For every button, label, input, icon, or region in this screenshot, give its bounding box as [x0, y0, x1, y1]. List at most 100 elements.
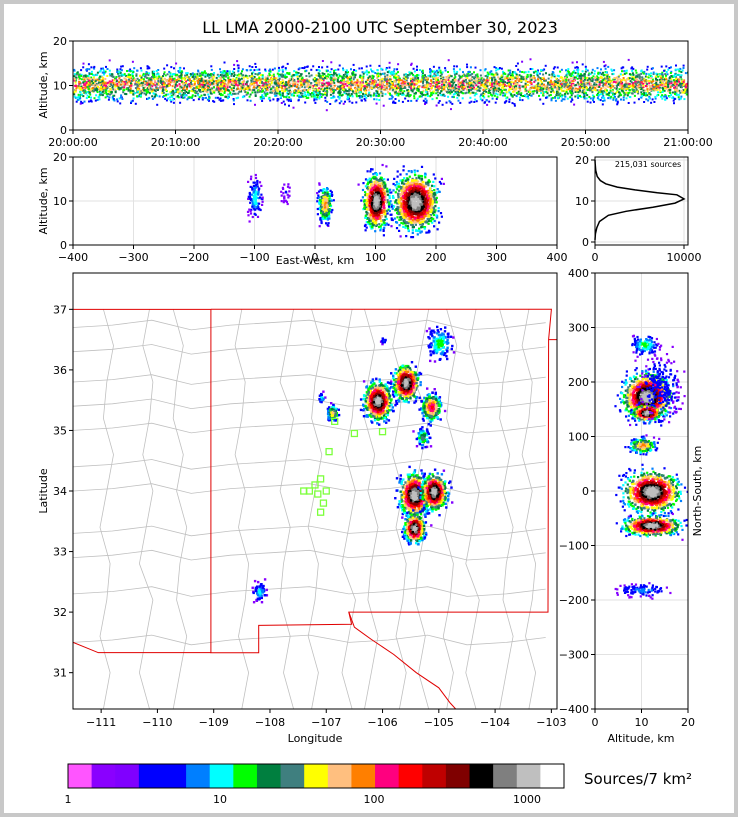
time-altitude-mark [223, 80, 226, 83]
time-altitude-mark [456, 96, 459, 99]
time-altitude-mark [383, 78, 386, 81]
time-altitude-mark [440, 90, 443, 93]
time-altitude-mark [633, 101, 636, 104]
time-altitude-mark [173, 73, 176, 75]
time-altitude-mark [664, 94, 667, 97]
time-altitude-mark [176, 80, 179, 83]
time-altitude-mark [73, 95, 76, 98]
time-altitude-mark [506, 77, 508, 80]
time-altitude-mark [441, 87, 443, 90]
time-altitude-mark [684, 89, 687, 92]
time-altitude-mark [500, 86, 503, 89]
time-altitude-mark [569, 96, 572, 99]
time-altitude-mark [304, 95, 307, 98]
time-altitude-mark [603, 91, 606, 94]
time-altitude-mark [609, 86, 612, 89]
time-altitude-mark [660, 77, 663, 80]
time-altitude-mark [222, 70, 225, 73]
time-altitude-mark [326, 75, 329, 78]
time-altitude-mark [441, 79, 444, 82]
time-altitude-mark [583, 78, 586, 81]
time-altitude-mark [637, 92, 640, 95]
time-altitude-mark [100, 84, 103, 87]
time-altitude-mark [584, 70, 587, 73]
time-altitude-mark [297, 72, 300, 74]
time-altitude-mark [624, 93, 627, 96]
time-altitude-mark [131, 75, 134, 78]
time-altitude-mark [246, 99, 249, 102]
time-altitude-mark [388, 80, 391, 83]
time-altitude-mark [659, 90, 662, 93]
time-altitude-mark [157, 69, 160, 71]
time-altitude-mark [205, 86, 208, 89]
time-altitude-mark [178, 76, 181, 79]
time-altitude-mark [566, 83, 569, 86]
time-altitude-mark [490, 76, 493, 79]
time-altitude-mark [245, 75, 247, 78]
time-altitude-mark [272, 85, 275, 88]
time-altitude-mark [114, 82, 117, 85]
time-altitude-mark [351, 101, 354, 104]
time-altitude-mark [144, 86, 147, 89]
time-altitude-mark [443, 84, 446, 86]
time-altitude-mark [79, 97, 82, 100]
time-altitude-mark [338, 74, 341, 77]
time-altitude-mark [99, 81, 102, 84]
time-altitude-mark [102, 89, 105, 91]
time-altitude-mark [287, 81, 290, 84]
time-altitude-mark [468, 90, 471, 93]
time-altitude-mark [148, 84, 151, 87]
time-altitude-mark [182, 82, 185, 85]
time-altitude-mark [684, 72, 687, 75]
time-altitude-mark [293, 82, 296, 85]
time-altitude-mark [209, 90, 212, 93]
time-altitude-mark [542, 94, 545, 97]
time-altitude-mark [619, 92, 622, 95]
time-altitude-mark [670, 78, 673, 81]
time-altitude-mark [91, 87, 94, 89]
time-altitude-mark [217, 75, 220, 78]
time-altitude-mark [583, 90, 586, 93]
time-altitude-mark [667, 90, 670, 93]
time-altitude-mark [337, 95, 340, 98]
time-altitude-mark [524, 82, 527, 85]
time-altitude-mark [132, 97, 135, 100]
time-altitude-mark [202, 83, 204, 86]
time-altitude-mark [660, 65, 663, 68]
time-altitude-mark [236, 85, 239, 88]
time-altitude-mark [602, 82, 605, 85]
time-altitude-mark [431, 98, 434, 101]
time-altitude-mark [417, 74, 420, 77]
time-altitude-mark [193, 89, 196, 92]
time-altitude-mark [625, 72, 628, 75]
time-altitude-mark [524, 79, 527, 82]
time-altitude-mark [550, 90, 553, 93]
time-altitude-mark [77, 78, 80, 81]
time-altitude-mark [648, 92, 651, 94]
time-altitude-mark [488, 83, 491, 86]
time-altitude-mark [130, 91, 133, 94]
time-altitude-mark [654, 89, 657, 92]
time-altitude-mark [73, 91, 76, 94]
time-altitude-mark [581, 79, 584, 82]
time-altitude-mark [635, 88, 638, 91]
time-altitude-mark [459, 68, 461, 71]
time-altitude-mark [385, 80, 388, 83]
time-altitude-mark [482, 83, 485, 86]
time-altitude-mark [616, 103, 619, 106]
time-altitude-mark [628, 85, 630, 88]
time-altitude-mark [511, 74, 514, 77]
time-altitude-mark [671, 76, 674, 78]
time-altitude-mark [329, 77, 332, 80]
time-altitude-mark [615, 99, 617, 102]
time-altitude-mark [420, 95, 423, 98]
time-altitude-mark [117, 75, 120, 78]
time-altitude-mark [471, 72, 474, 75]
time-altitude-mark [508, 71, 511, 74]
time-altitude-mark [162, 95, 165, 98]
time-altitude-mark [118, 70, 121, 73]
time-altitude-mark [605, 90, 608, 93]
time-altitude-mark [156, 89, 159, 91]
time-altitude-mark [140, 81, 143, 84]
time-altitude-mark [147, 90, 150, 93]
